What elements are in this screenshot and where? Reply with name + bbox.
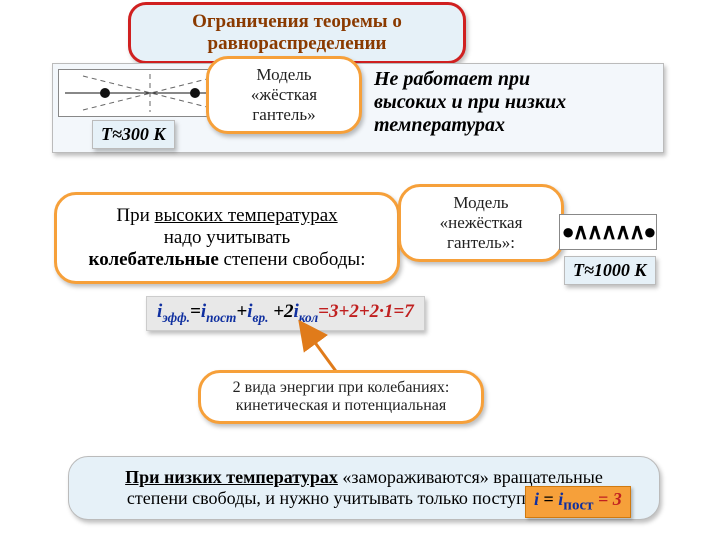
temp-300k-label: T≈300 К <box>92 120 175 149</box>
ipost-eq: = <box>539 489 558 509</box>
temp-1000k-text: T≈1000 К <box>573 260 647 280</box>
not-working-l1: Не работает при <box>374 68 654 91</box>
f-s1: эфф. <box>162 310 190 325</box>
high-temp-l2: надо учитывать <box>164 227 290 248</box>
formula-box: iэфф.=iпост+iвр. +2iкол=3+2+2·1=7 <box>146 296 425 331</box>
ipost-sub: пост <box>563 498 593 514</box>
soft-model-pill: Модель «нежёсткая гантель»: <box>398 184 564 262</box>
high-temp-text: При высоких температурах надо учитывать … <box>67 205 387 271</box>
high-temp-box: При высоких температурах надо учитывать … <box>54 192 400 284</box>
rigid-model-l2: «жёсткая <box>219 85 349 105</box>
f-s3: вр. <box>253 310 269 325</box>
f-p1: + <box>236 301 247 322</box>
f-eq1: = <box>190 301 201 322</box>
not-working-l2: высоких и при низких <box>374 91 654 114</box>
high-temp-l3r: степени свободы: <box>219 249 366 270</box>
low-l1-rest: «замораживаются» вращательные <box>338 467 603 487</box>
soft-model-l3: гантель»: <box>411 233 551 253</box>
high-temp-l1a: При <box>116 205 154 226</box>
rigid-model-l3: гантель» <box>219 105 349 125</box>
energy-box: 2 вида энергии при колебаниях: кинетичес… <box>198 370 484 424</box>
energy-l2: кинетическая и потенциальная <box>211 397 471 415</box>
rigid-model-pill: Модель «жёсткая гантель» <box>206 56 362 134</box>
not-working-block: Не работает при высоких и при низких тем… <box>374 68 654 137</box>
high-temp-l1b: высоких температурах <box>155 205 338 226</box>
ipost-chip: i = iпост = 3 <box>525 486 631 518</box>
title-box: Ограничения теоремы о равнораспределении <box>128 2 466 64</box>
temp-1000k-label: T≈1000 К <box>564 256 656 285</box>
energy-l1: 2 вида энергии при колебаниях: <box>211 379 471 397</box>
spring-dumbbell-diagram: ●∧∧∧∧∧● <box>559 214 657 250</box>
f-s2: пост <box>206 310 236 325</box>
ipost-val: = 3 <box>593 489 621 509</box>
low-l1-udl: При низких температурах <box>125 467 338 487</box>
high-temp-l3b: колебательные <box>89 249 219 270</box>
title-text: Ограничения теоремы о равнораспределении <box>192 11 402 54</box>
soft-model-l2: «нежёсткая <box>411 213 551 233</box>
not-working-l3: температурах <box>374 114 654 137</box>
soft-model-l1: Модель <box>411 193 551 213</box>
rigid-model-l1: Модель <box>219 65 349 85</box>
temp-300k-text: T≈300 К <box>101 124 166 144</box>
